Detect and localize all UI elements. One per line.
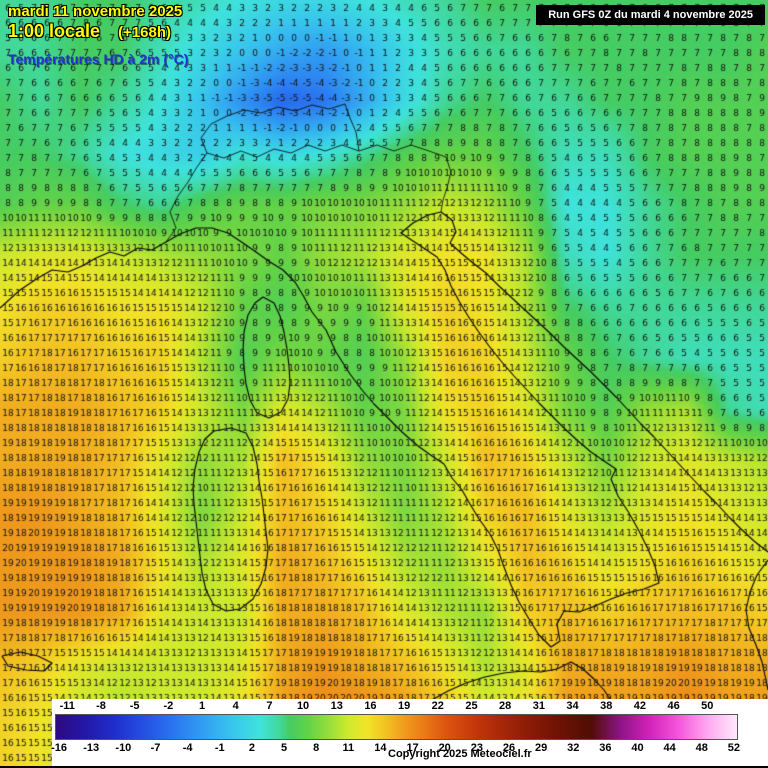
scale-tick-label: 1 xyxy=(198,700,206,712)
scale-tick-label: 7 xyxy=(266,700,273,712)
scale-tick-label: 46 xyxy=(667,700,680,712)
scale-tick-label: 17 xyxy=(406,742,419,754)
scale-tick-label: 5 xyxy=(280,742,288,754)
scale-tick-label: 42 xyxy=(633,700,647,712)
scale-tick-label: 52 xyxy=(727,742,741,754)
scale-tick-label: -10 xyxy=(115,742,132,754)
scale-tick-label: 31 xyxy=(532,700,545,712)
scale-tick-label: 14 xyxy=(374,742,387,754)
scale-tick-label: 38 xyxy=(600,700,613,712)
scale-tick-label: 50 xyxy=(701,700,714,712)
copyright-text: Copyright 2025 Meteociel.fr xyxy=(388,748,532,760)
scale-tick-label: -4 xyxy=(182,742,193,754)
scale-tick-label: 23 xyxy=(470,742,483,754)
scale-tick-label: -8 xyxy=(96,700,106,712)
scale-tick-label: 40 xyxy=(631,742,644,754)
scale-tick-label: 28 xyxy=(499,700,512,712)
scale-tick-label: 36 xyxy=(599,742,612,754)
scale-tick-label: -5 xyxy=(129,700,140,712)
scale-tick-label: 48 xyxy=(695,742,708,754)
scale-tick-label: 34 xyxy=(566,700,579,712)
scale-tick-label: 19 xyxy=(397,700,411,712)
scale-tick-label: 32 xyxy=(567,742,580,754)
scale-tick-label: -1 xyxy=(214,742,225,754)
scale-tick-label: 10 xyxy=(296,700,310,712)
scale-tick-label: 2 xyxy=(248,742,255,754)
scale-tick-label: -7 xyxy=(150,742,161,754)
scale-tick-label: -11 xyxy=(59,700,75,712)
scale-labels-bottom: -16 -13 -10 -7 -4 -1 2 5 8 11 14 17 20 23 26 29 32 36 40 44… xyxy=(51,742,741,755)
scale-tick-label: 44 xyxy=(663,742,676,754)
scale-tick-label: 22 xyxy=(431,700,444,712)
scale-tick-label: -16 xyxy=(51,742,68,754)
temperature-scale-legend: -11 -8 -5 -2 1 4 7 10 13 16 19 22 25 28 31 34 38 42 46 50 -… xyxy=(51,699,768,768)
scale-tick-label: -13 xyxy=(83,742,100,754)
scale-tick-label: 13 xyxy=(330,700,343,712)
scale-tick-label: -2 xyxy=(163,700,174,712)
scale-tick-label: 4 xyxy=(232,700,239,712)
scale-color-bar xyxy=(55,714,738,740)
scale-labels-top: -11 -8 -5 -2 1 4 7 10 13 16 19 22 25 28 31 34 38 42 46 50 xyxy=(55,700,738,713)
scale-tick-label: 16 xyxy=(364,700,377,712)
scale-tick-label: 8 xyxy=(313,742,320,754)
scale-tick-label: 20 xyxy=(438,742,451,754)
scale-tick-label: 26 xyxy=(502,742,516,754)
model-run-info: Run GFS 0Z du mardi 4 novembre 2025 xyxy=(536,5,765,25)
image-bottom-border xyxy=(0,766,768,768)
scale-tick-label: 29 xyxy=(534,742,548,754)
scale-tick-label: 11 xyxy=(342,742,355,754)
scale-tick-label: 25 xyxy=(465,700,478,712)
